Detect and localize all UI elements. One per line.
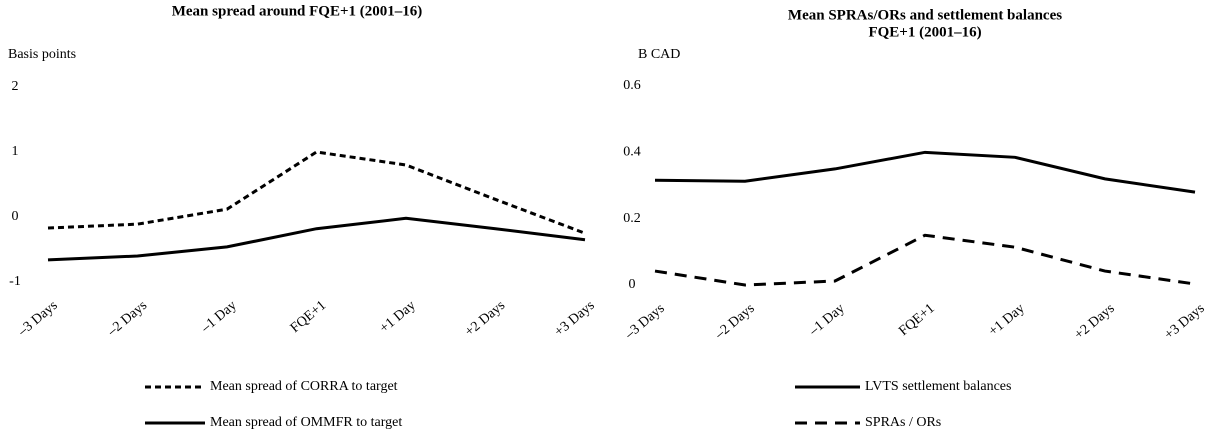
legend-label: Mean spread of CORRA to target xyxy=(210,379,398,394)
legend-label: Mean spread of OMMFR to target xyxy=(210,415,402,430)
chart-title: Mean spread around FQE+1 (2001–16) xyxy=(172,3,423,19)
data-line xyxy=(654,233,1196,287)
x-tick-label: +3 Days xyxy=(1162,301,1208,343)
x-tick-label: +2 Days xyxy=(1072,301,1118,343)
x-tick-label: FQE+1 xyxy=(288,298,329,336)
y-tick-label: 1 xyxy=(12,144,19,159)
data-line xyxy=(47,216,586,262)
x-tick-label: +1 Day xyxy=(986,301,1028,339)
x-tick-label: +1 Day xyxy=(377,298,419,336)
x-tick-label: –3 Days xyxy=(15,298,61,340)
x-tick-label: –2 Days xyxy=(712,301,758,343)
x-tick-label: –3 Days xyxy=(622,301,668,343)
y-tick-label: 2 xyxy=(12,79,19,94)
y-tick-label: 0 xyxy=(629,277,636,292)
y-tick-label: 0 xyxy=(12,209,19,224)
legend-label: SPRAs / ORs xyxy=(865,415,941,430)
y-axis-label: Basis points xyxy=(8,47,76,62)
y-tick-label: 0.2 xyxy=(623,211,641,226)
data-line xyxy=(47,150,586,235)
data-line xyxy=(654,150,1196,194)
y-tick-label: -1 xyxy=(9,274,21,289)
legend-label: LVTS settlement balances xyxy=(865,379,1011,394)
y-tick-label: 0.6 xyxy=(623,78,641,93)
chart-title: FQE+1 (2001–16) xyxy=(868,24,981,40)
x-tick-label: FQE+1 xyxy=(896,301,937,339)
x-tick-label: +2 Days xyxy=(462,298,508,340)
chart-title: Mean SPRAs/ORs and settlement balances xyxy=(788,7,1062,23)
y-axis-label: B CAD xyxy=(638,47,680,62)
x-tick-label: –1 Day xyxy=(806,301,848,339)
x-tick-label: +3 Days xyxy=(552,298,598,340)
x-tick-label: –2 Days xyxy=(104,298,150,340)
y-tick-label: 0.4 xyxy=(623,145,641,160)
x-tick-label: –1 Day xyxy=(198,298,240,336)
